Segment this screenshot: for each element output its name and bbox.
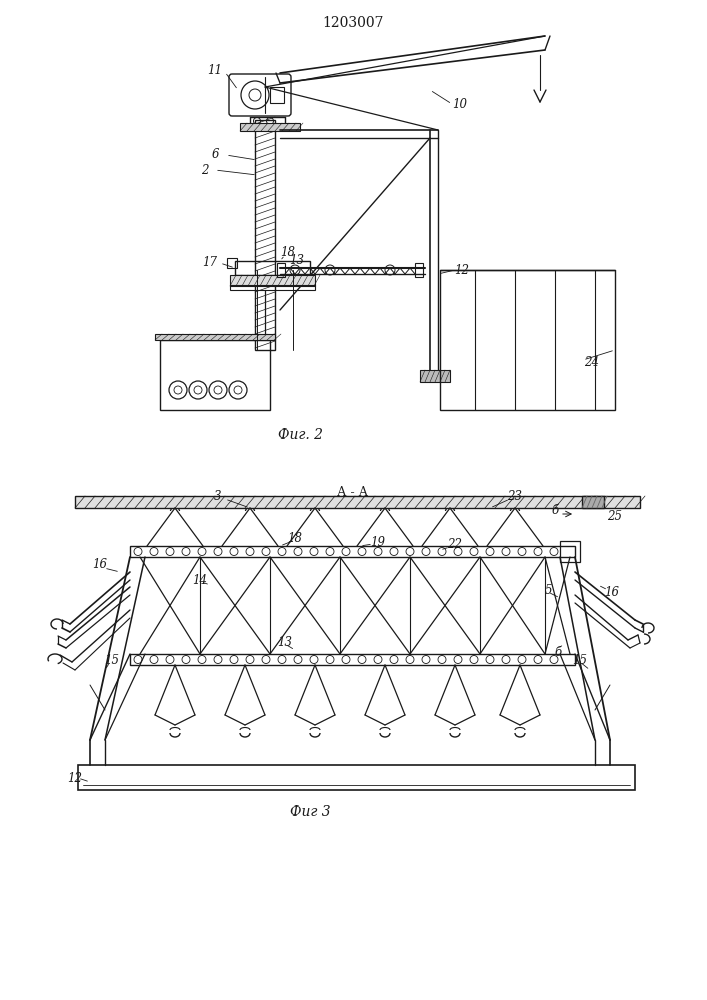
Text: 14: 14 [192,574,207,586]
Text: Фиг 3: Фиг 3 [290,805,330,819]
Text: 22: 22 [448,538,462,552]
Bar [415,263,423,277]
Text: 16: 16 [93,558,107,572]
Text: 13: 13 [278,636,293,648]
Bar [75,496,640,508]
Text: 6: 6 [211,148,218,161]
Text: б: б [554,646,561,658]
Bar [130,546,575,557]
Text: 12: 12 [455,263,469,276]
Bar [582,496,604,508]
Text: б: б [551,504,559,516]
Text: 13: 13 [289,253,305,266]
Text: 5: 5 [544,584,551,596]
Bar [160,340,270,410]
Text: 15: 15 [573,654,588,666]
Text: 15: 15 [105,654,119,666]
Text: 24: 24 [585,356,600,368]
Text: 16: 16 [604,585,619,598]
Text: А - А: А - А [337,486,368,498]
Text: 17: 17 [202,255,218,268]
Bar [78,765,635,790]
Text: 1203007: 1203007 [322,16,384,30]
Bar [235,261,310,275]
Bar [255,120,275,350]
Bar [230,285,315,290]
Bar [560,541,580,562]
Text: 23: 23 [508,490,522,504]
Bar [277,263,285,277]
Text: 12: 12 [67,772,83,784]
Text: Фиг. 2: Фиг. 2 [278,428,322,442]
Text: 2: 2 [201,163,209,176]
Bar [270,87,284,103]
Bar [420,370,450,382]
Text: 18: 18 [288,532,303,544]
Text: 10: 10 [452,99,467,111]
Bar [440,270,615,410]
Text: 18: 18 [281,245,296,258]
Bar [230,275,315,286]
Text: 19: 19 [370,536,385,548]
Text: 25: 25 [607,510,622,522]
Bar [155,334,275,340]
Bar [130,654,575,665]
Bar [227,258,237,268]
Bar [240,123,300,131]
Text: 3: 3 [214,490,222,504]
Text: 11: 11 [207,64,223,77]
